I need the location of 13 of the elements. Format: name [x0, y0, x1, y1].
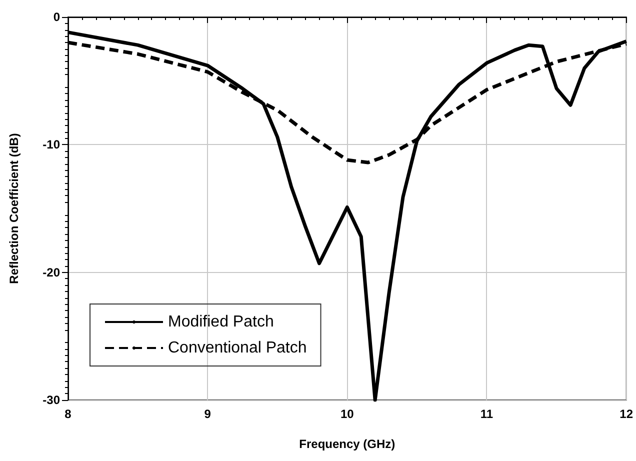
- x-tick-label: 10: [340, 407, 354, 421]
- x-tick-label: 11: [480, 407, 494, 421]
- x-axis-title: Frequency (GHz): [299, 437, 396, 451]
- y-axis-title: Reflection Coefficient (dB): [7, 133, 21, 284]
- y-tick-label: 0: [53, 10, 60, 24]
- legend-label: Conventional Patch: [168, 340, 307, 356]
- x-tick-label: 9: [204, 407, 212, 421]
- x-tick-label: 12: [620, 407, 634, 421]
- y-tick-label: -20: [42, 265, 60, 280]
- legend-label: Modified Patch: [168, 314, 274, 330]
- y-tick-label: -30: [42, 393, 60, 407]
- x-tick-label: 8: [64, 407, 72, 421]
- y-tick-label: -10: [42, 138, 60, 152]
